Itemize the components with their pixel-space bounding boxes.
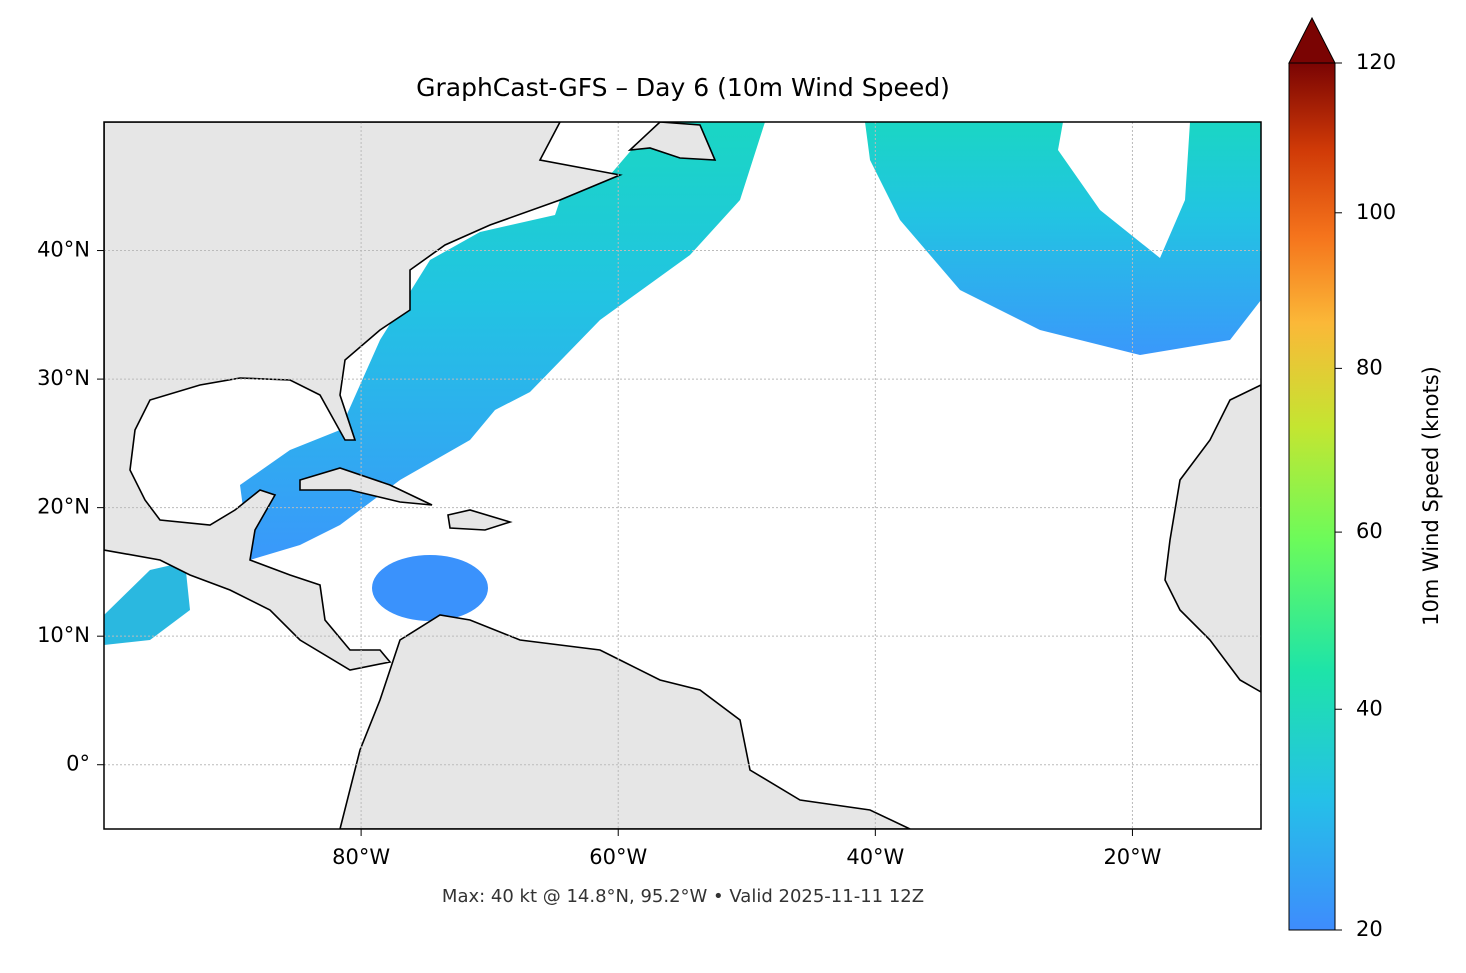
y-tick-label: 40°N — [37, 238, 90, 262]
y-tick-label: 0° — [66, 752, 90, 776]
colorbar-label: 10m Wind Speed (knots) — [1419, 366, 1443, 626]
y-tick-label: 20°N — [37, 495, 90, 519]
x-tick-label: 60°W — [589, 845, 647, 869]
footer-note: Max: 40 kt @ 14.8°N, 95.2°W • Valid 2025… — [442, 886, 924, 907]
hispaniola — [447, 509, 513, 531]
y-tick-label: 10°N — [37, 623, 90, 647]
x-tick-label: 40°W — [846, 845, 904, 869]
map-title: GraphCast-GFS – Day 6 (10m Wind Speed) — [416, 73, 950, 102]
y-tick-label: 30°N — [37, 366, 90, 390]
wind-region — [240, 122, 765, 560]
north-america — [104, 122, 623, 671]
plot-frame — [103, 121, 1262, 830]
x-tick-label: 80°W — [332, 845, 390, 869]
colorbar — [1288, 62, 1336, 931]
colorbar-tick-label: 20 — [1356, 917, 1383, 941]
axes: 80°W 60°W 40°W 20°W 0° 10°N 20°N 30°N 40°N 20 40 60… — [37, 50, 1396, 941]
colorbar-tick-label: 80 — [1356, 355, 1383, 379]
south-america — [339, 614, 911, 829]
colorbar-tick-label: 40 — [1356, 696, 1383, 720]
africa — [1164, 384, 1261, 693]
colorbar-extend — [1288, 16, 1336, 64]
colorbar-tick-label: 60 — [1356, 519, 1383, 543]
colorbar-tick-label: 100 — [1356, 200, 1396, 224]
map-area — [104, 122, 1261, 829]
colorbar-tick-label: 120 — [1356, 50, 1396, 74]
wind-region — [104, 562, 190, 645]
cuba — [299, 467, 433, 506]
x-tick-label: 20°W — [1103, 845, 1161, 869]
wind-region — [372, 555, 488, 621]
newfoundland — [627, 122, 717, 161]
wind-region — [865, 122, 1261, 355]
